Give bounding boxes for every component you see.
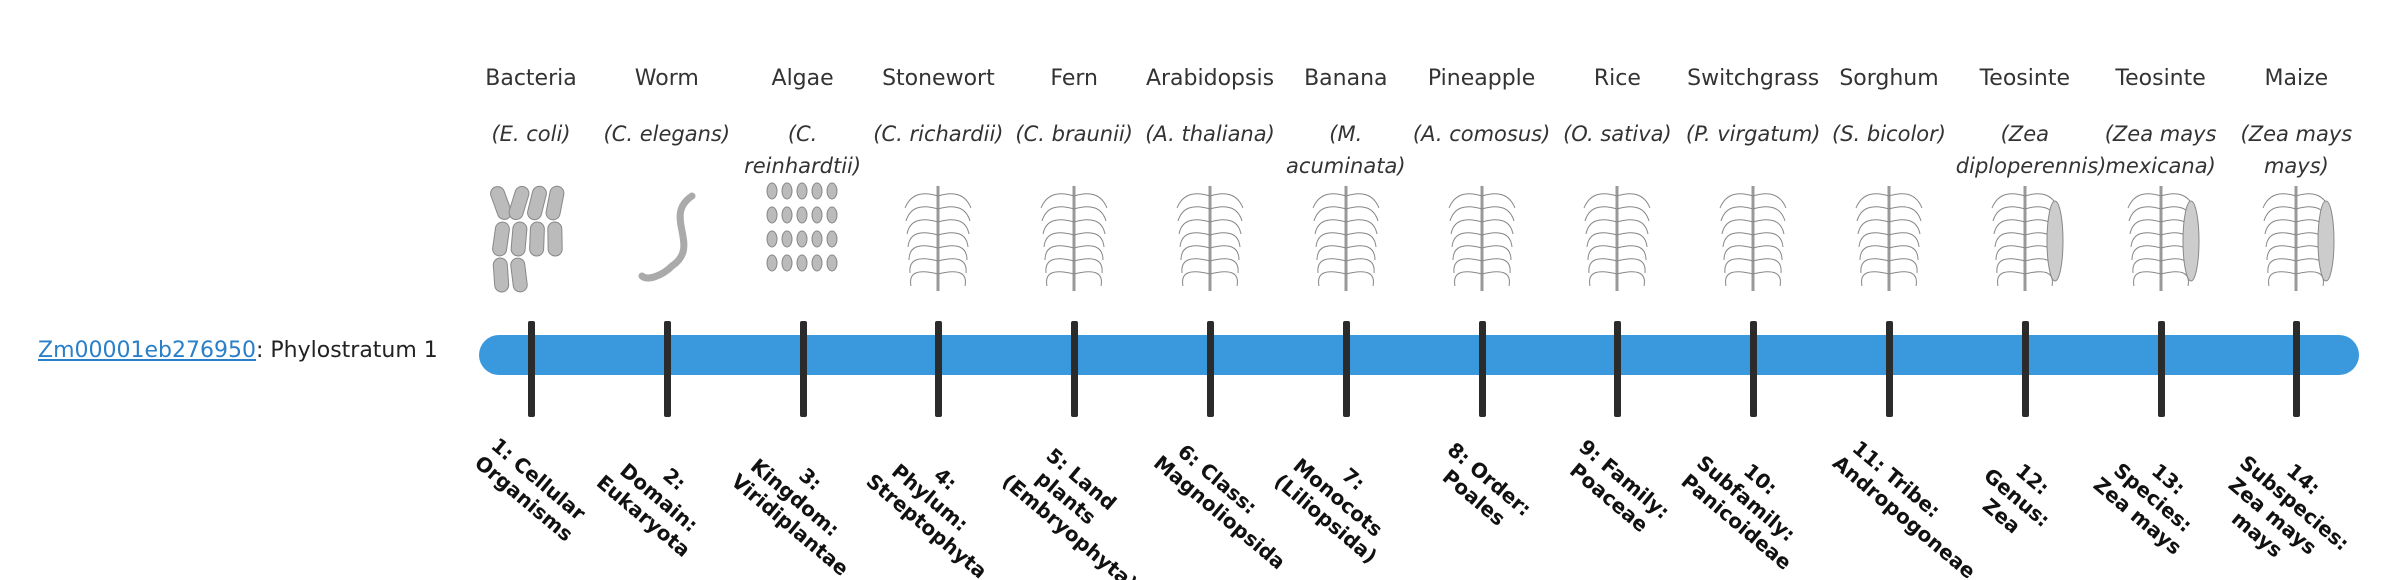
timeline-tick <box>799 321 807 417</box>
timeline-tick <box>1886 321 1893 417</box>
common-name: Switchgrass <box>1687 66 1820 91</box>
illustration <box>1991 186 2064 291</box>
common-name: Teosinte <box>2115 66 2206 91</box>
illustration <box>1855 186 1923 291</box>
timeline-tick <box>1207 321 1214 417</box>
illustration <box>2127 186 2200 291</box>
stratum-label: 7: Monocots (Liliopsida) <box>1269 453 1388 569</box>
stratum-label: 2: Domain: Eukaryota <box>591 458 703 562</box>
organism-illustration <box>1301 176 1391 296</box>
organism-illustration <box>486 176 576 296</box>
scientific-name: (Zea mays mays) <box>2240 122 2353 178</box>
scientific-name: (M. acuminata) <box>1286 122 1406 178</box>
common-name: Rice <box>1593 66 1641 91</box>
timeline-tick <box>1614 321 1622 417</box>
organism-illustration <box>1437 176 1527 296</box>
organism-illustration <box>2251 176 2341 296</box>
stratum-label: 5: Land plants (Embryophyta) <box>997 443 1143 580</box>
stratum-label: 14: Subspecies: Zea mays mays <box>2224 450 2355 563</box>
gene-link[interactable]: Zm00001eb276950 <box>38 338 256 363</box>
timeline-tick <box>1750 321 1758 417</box>
illustration <box>1040 186 1108 291</box>
stratum-label: 1: Cellular Organisms <box>470 432 591 547</box>
timeline-tick <box>528 321 535 417</box>
organism-illustration <box>1844 176 1934 296</box>
scientific-name: (C. braunii) <box>1015 122 1133 146</box>
illustration <box>2262 186 2335 291</box>
common-name: Banana <box>1304 66 1388 91</box>
stratum-label: 13: Species: Zea mays <box>2088 457 2197 560</box>
stratum-label: 11: Tribe: Andropogoneae <box>1828 435 1981 580</box>
stratum-label: 8: Order: Poales <box>1437 437 1536 531</box>
illustration <box>1719 186 1787 291</box>
scientific-name: (O. sativa) <box>1563 122 1672 146</box>
common-name: Fern <box>1050 66 1098 91</box>
scientific-name: (Zea mays mexicana) <box>2104 122 2217 178</box>
timeline-tick <box>663 321 671 417</box>
timeline-tick <box>935 321 943 417</box>
scientific-name: (E. coli) <box>491 122 571 146</box>
organism-illustration <box>1980 176 2070 296</box>
organism-illustration <box>622 176 712 296</box>
scientific-name: (Zea diploperennis) <box>1955 122 2107 178</box>
stratum-label: 9: Family: Poaceae <box>1565 434 1675 538</box>
illustration <box>1176 186 1244 291</box>
scientific-name: (C. reinhardtii) <box>744 122 862 178</box>
organism-illustration <box>2116 176 2206 296</box>
timeline-bar <box>479 335 2359 375</box>
illustration <box>1312 186 1380 291</box>
organism-illustration <box>893 176 983 296</box>
scientific-name: (A. thaliana) <box>1145 122 1275 146</box>
scientific-name: (C. richardii) <box>873 122 1004 146</box>
common-name: Worm <box>634 66 699 91</box>
timeline-tick <box>2021 321 2029 417</box>
illustration <box>904 186 972 291</box>
common-name: Maize <box>2264 66 2329 91</box>
organism-illustration <box>1572 176 1662 296</box>
timeline-tick <box>1342 321 1350 417</box>
illustration <box>490 185 565 293</box>
common-name: Stonewort <box>882 66 995 91</box>
timeline-tick <box>2157 321 2165 417</box>
scientific-name: (C. elegans) <box>603 122 731 146</box>
common-name: Pineapple <box>1427 66 1536 91</box>
illustration <box>1583 186 1651 291</box>
timeline-tick <box>1478 321 1486 417</box>
illustration <box>766 182 838 272</box>
common-name: Algae <box>771 66 834 91</box>
organism-illustration <box>1165 176 1255 296</box>
stratum-label: 10: Subfamily: Panicoideae <box>1676 450 1801 575</box>
illustration <box>638 192 696 282</box>
common-name: Teosinte <box>1979 66 2070 91</box>
stratum-label: 4: Phylum: Streptophyta <box>862 458 993 580</box>
scientific-name: (P. virgatum) <box>1685 122 1821 146</box>
organism-illustration <box>758 176 848 296</box>
common-name: Bacteria <box>485 66 577 91</box>
gene-stratum: : Phylostratum 1 <box>255 338 438 363</box>
organism-illustration <box>1708 176 1798 296</box>
gene-label: Zm00001eb276950: Phylostratum 1 <box>38 338 438 363</box>
stratum-label: 12: Genus: Zea <box>1977 458 2055 539</box>
stratum-label: 3: Kingdom: Viridiplantae <box>726 453 854 580</box>
common-name: Arabidopsis <box>1145 66 1275 91</box>
scientific-name: (A. comosus) <box>1412 122 1551 146</box>
timeline-tick <box>1071 321 1079 417</box>
common-name: Sorghum <box>1839 66 1939 91</box>
scientific-name: (S. bicolor) <box>1832 122 1946 146</box>
stratum-label: 6: Class: Magnoliopsida <box>1149 439 1291 575</box>
organism-illustration <box>1029 176 1119 296</box>
timeline-tick <box>2293 321 2301 417</box>
illustration <box>1448 186 1516 291</box>
